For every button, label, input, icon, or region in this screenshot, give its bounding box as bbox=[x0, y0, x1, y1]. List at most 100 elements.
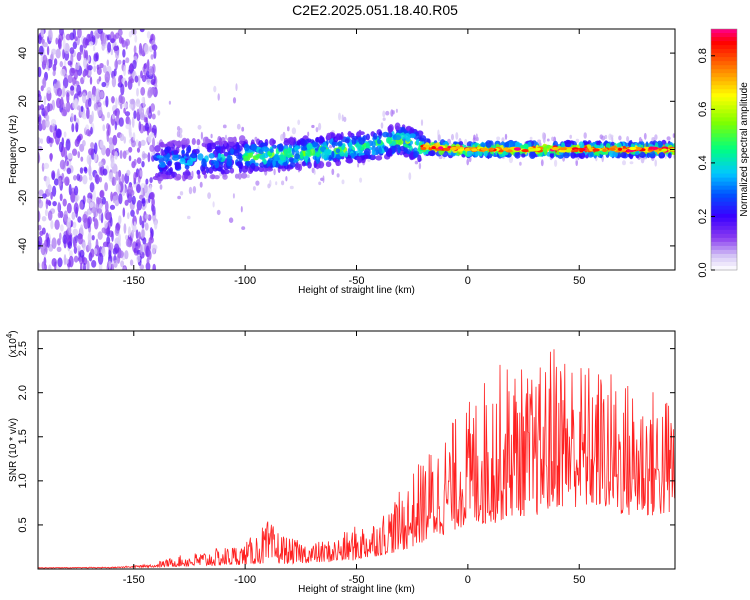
heatmap-blob bbox=[278, 143, 284, 152]
heatmap-blob bbox=[175, 173, 182, 180]
heatmap-blob bbox=[122, 207, 126, 218]
heatmap-blob bbox=[318, 181, 322, 186]
heatmap-blob bbox=[166, 146, 171, 152]
heatmap-blob bbox=[98, 76, 102, 82]
heatmap-blob bbox=[128, 155, 132, 162]
heatmap-blob bbox=[136, 200, 143, 211]
colorbar-swatch bbox=[711, 53, 737, 58]
heatmap-blob bbox=[273, 168, 276, 176]
heatmap-blob bbox=[151, 44, 158, 51]
heatmap-blob bbox=[288, 157, 294, 163]
heatmap-blob bbox=[123, 102, 128, 108]
y-axis-label: Frequency (Hz) bbox=[8, 115, 19, 184]
colorbar-frame bbox=[710, 28, 738, 271]
heatmap-blob bbox=[111, 76, 117, 88]
heatmap-blob bbox=[110, 157, 115, 168]
heatmap-blob bbox=[119, 150, 123, 159]
heatmap-blob bbox=[338, 112, 341, 121]
heatmap-blob bbox=[285, 139, 291, 144]
heatmap-blob bbox=[124, 80, 128, 88]
heatmap-blob bbox=[105, 95, 109, 108]
heatmap-blob bbox=[46, 237, 51, 248]
heatmap-blob bbox=[125, 123, 131, 130]
heatmap-blob bbox=[107, 124, 111, 136]
colorbar-tick-label: 0.4 bbox=[697, 155, 709, 170]
heatmap-blob bbox=[76, 51, 82, 62]
heatmap-blob bbox=[228, 217, 234, 223]
heatmap-blob bbox=[341, 144, 345, 150]
heatmap-blob bbox=[466, 158, 470, 166]
colorbar-swatch bbox=[711, 241, 737, 247]
heatmap-blob bbox=[77, 216, 82, 223]
heatmap-blob bbox=[105, 147, 111, 157]
heatmap-blob bbox=[394, 122, 401, 131]
colorbar-swatch bbox=[711, 205, 737, 211]
heatmap-blob bbox=[138, 231, 141, 240]
heatmap-blob bbox=[139, 194, 144, 200]
heatmap-blob bbox=[207, 192, 212, 200]
colorbar-swatch bbox=[711, 49, 737, 54]
heatmap-blob bbox=[246, 174, 250, 178]
heatmap-blob bbox=[130, 229, 135, 239]
heatmap-blob bbox=[392, 134, 397, 141]
heatmap-blob bbox=[124, 250, 129, 260]
heatmap-blob bbox=[351, 135, 358, 140]
colorbar-swatch bbox=[711, 33, 737, 38]
heatmap-blob bbox=[44, 119, 50, 128]
heatmap-blob bbox=[72, 221, 77, 229]
heatmap-blob bbox=[62, 234, 67, 245]
colorbar-swatch bbox=[711, 81, 737, 86]
heatmap-blob bbox=[133, 110, 137, 119]
heatmap-blob bbox=[97, 252, 104, 265]
heatmap-blob bbox=[551, 136, 555, 141]
heatmap-blob bbox=[46, 45, 50, 56]
heatmap-blob bbox=[151, 244, 156, 255]
heatmap-blob bbox=[67, 241, 72, 249]
heatmap-blob bbox=[658, 152, 665, 158]
heatmap-blob bbox=[47, 184, 52, 193]
colorbar-swatch bbox=[711, 77, 737, 82]
heatmap-blob bbox=[322, 141, 327, 146]
heatmap-blob bbox=[270, 162, 274, 169]
colorbar-swatch bbox=[711, 265, 737, 271]
colorbar-swatch bbox=[711, 189, 737, 195]
heatmap-blob bbox=[38, 224, 42, 231]
heatmap-blob bbox=[315, 127, 319, 133]
heatmap-blob bbox=[101, 114, 105, 122]
colorbar bbox=[711, 29, 737, 271]
heatmap-blob bbox=[610, 134, 614, 138]
heatmap-blob bbox=[56, 97, 62, 109]
heatmap-blob bbox=[65, 138, 71, 151]
heatmap-blob bbox=[59, 61, 63, 68]
heatmap-blob bbox=[501, 137, 505, 143]
heatmap-blob bbox=[129, 98, 135, 105]
heatmap-blob bbox=[51, 48, 57, 55]
heatmap-blob bbox=[139, 29, 145, 33]
heatmap-blob bbox=[238, 140, 244, 145]
heatmap-blob bbox=[73, 175, 77, 181]
heatmap-blob bbox=[299, 139, 305, 146]
heatmap-blob bbox=[90, 142, 95, 149]
heatmap-blob bbox=[315, 151, 320, 158]
heatmap-blob bbox=[86, 63, 89, 75]
heatmap-blob bbox=[97, 29, 103, 35]
heatmap-blob bbox=[114, 59, 119, 69]
heatmap-blob bbox=[150, 132, 155, 138]
heatmap-blob bbox=[41, 261, 45, 270]
heatmap-blob bbox=[304, 155, 309, 160]
heatmap-blob bbox=[39, 230, 44, 236]
heatmap-blob bbox=[364, 148, 371, 156]
heatmap-blob bbox=[201, 158, 207, 167]
heatmap-blob bbox=[187, 175, 193, 180]
heatmap-blob bbox=[318, 122, 322, 131]
heatmap-blob bbox=[414, 160, 419, 165]
heatmap-blob bbox=[110, 38, 116, 44]
heatmap-blob bbox=[232, 97, 237, 104]
heatmap-blob bbox=[473, 134, 476, 141]
heatmap-blob bbox=[197, 124, 202, 130]
heatmap-blob bbox=[232, 145, 238, 150]
heatmap-blob bbox=[136, 157, 142, 165]
heatmap-blob bbox=[455, 146, 461, 150]
heatmap-blob bbox=[129, 78, 135, 84]
heatmap-blob bbox=[378, 131, 383, 137]
